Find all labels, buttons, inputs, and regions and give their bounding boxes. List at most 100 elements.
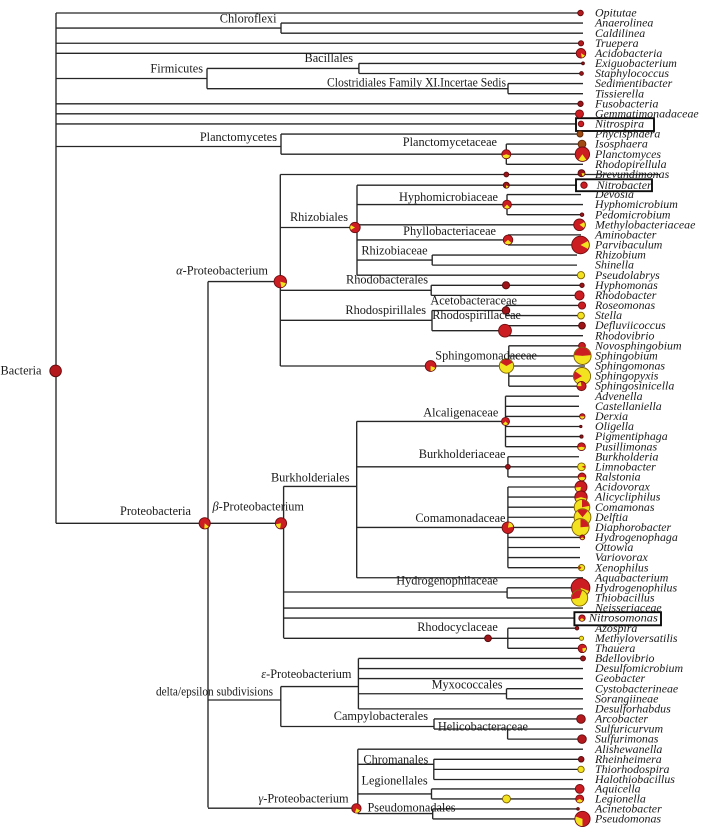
svg-text:Isosphaera: Isosphaera (594, 137, 648, 151)
svg-text:Rhodospirillaceae: Rhodospirillaceae (432, 308, 521, 322)
svg-text:Comamonadaceae: Comamonadaceae (415, 511, 506, 525)
svg-text:Neisseriaceae: Neisseriaceae (594, 601, 662, 615)
svg-text:Acidovorax: Acidovorax (594, 480, 651, 494)
svg-text:Stella: Stella (595, 308, 622, 322)
svg-text:Helicobacteraceae: Helicobacteraceae (438, 720, 529, 734)
svg-text:Hydrogenophaga: Hydrogenophaga (594, 530, 678, 544)
svg-text:γ-Proteobacterium: γ-Proteobacterium (258, 792, 349, 806)
svg-text:Shinella: Shinella (595, 258, 634, 272)
svg-text:Acetobacteraceae: Acetobacteraceae (430, 294, 517, 308)
svg-text:Diaphorobacter: Diaphorobacter (594, 520, 672, 534)
svg-text:Proteobacteria: Proteobacteria (120, 504, 192, 518)
svg-text:Pseudomonadales: Pseudomonadales (367, 800, 455, 814)
svg-text:Opitutae: Opitutae (595, 6, 637, 20)
svg-text:Methyloversatilis: Methyloversatilis (594, 631, 678, 645)
svg-text:Novosphingobium: Novosphingobium (594, 338, 682, 352)
svg-text:Hydrogenophilaceae: Hydrogenophilaceae (396, 574, 498, 588)
svg-text:Bdellovibrio: Bdellovibrio (595, 651, 654, 665)
svg-text:Sorangiineae: Sorangiineae (595, 691, 659, 705)
svg-text:Defluviicoccus: Defluviicoccus (594, 318, 666, 332)
svg-text:Ottowia: Ottowia (595, 540, 633, 554)
svg-text:Hyphomicrobiaceae: Hyphomicrobiaceae (399, 190, 499, 204)
svg-text:Rhodovibrio: Rhodovibrio (594, 328, 655, 342)
svg-text:Pseudolabrys: Pseudolabrys (594, 268, 660, 282)
svg-text:Gemmatimonadaceae: Gemmatimonadaceae (595, 107, 699, 121)
svg-text:Sphingopyxis: Sphingopyxis (595, 369, 659, 383)
svg-text:ε-Proteobacterium: ε-Proteobacterium (261, 667, 352, 681)
svg-text:Sphingomonadaceae: Sphingomonadaceae (435, 349, 537, 363)
svg-text:Exiguobacterium: Exiguobacterium (594, 56, 677, 70)
svg-text:Halothiobacillus: Halothiobacillus (594, 772, 675, 786)
svg-text:Burkholderiales: Burkholderiales (271, 471, 350, 485)
svg-text:Bacillales: Bacillales (305, 51, 354, 65)
svg-text:Devosia: Devosia (594, 187, 634, 201)
svg-text:Roseomonas: Roseomonas (594, 298, 655, 312)
svg-text:Advenella: Advenella (594, 389, 643, 403)
svg-text:delta/epsilon subdivisions: delta/epsilon subdivisions (156, 685, 273, 699)
svg-text:Aminobacter: Aminobacter (594, 228, 657, 242)
svg-text:Sulfurimonas: Sulfurimonas (595, 732, 659, 746)
svg-text:Sphingomonas: Sphingomonas (595, 359, 665, 373)
svg-text:Variovorax: Variovorax (595, 550, 649, 564)
svg-text:Rheinheimera: Rheinheimera (594, 752, 662, 766)
svg-text:Hyphomonas: Hyphomonas (594, 278, 658, 292)
svg-text:Myxococcales: Myxococcales (432, 678, 503, 692)
svg-text:Methylobacteriaceae: Methylobacteriaceae (594, 217, 696, 231)
svg-text:Sulfuricurvum: Sulfuricurvum (595, 722, 663, 736)
svg-text:Comamonas: Comamonas (595, 500, 655, 514)
svg-text:Hydrogenophilus: Hydrogenophilus (594, 580, 677, 594)
svg-text:Alishewanella: Alishewanella (594, 742, 662, 756)
svg-text:Legionella: Legionella (594, 792, 646, 806)
svg-text:Truepera: Truepera (595, 36, 639, 50)
svg-text:Chromanales: Chromanales (363, 752, 428, 766)
svg-text:Acinetobacter: Acinetobacter (594, 802, 662, 816)
svg-text:Firmicutes: Firmicutes (150, 62, 203, 76)
svg-text:Geobacter: Geobacter (595, 671, 646, 685)
svg-text:Derxia: Derxia (594, 409, 628, 423)
svg-text:Parvibaculum: Parvibaculum (594, 238, 663, 252)
svg-text:Phycisphaera: Phycisphaera (594, 127, 660, 141)
svg-text:Castellaniella: Castellaniella (595, 399, 662, 413)
svg-text:Oligella: Oligella (595, 419, 634, 433)
svg-text:Tissierella: Tissierella (595, 86, 644, 100)
svg-text:Nitrobacter: Nitrobacter (596, 178, 652, 192)
svg-text:Thiobacillus: Thiobacillus (595, 591, 655, 605)
svg-text:Sphingobium: Sphingobium (595, 349, 658, 363)
svg-text:Bacteria: Bacteria (1, 363, 43, 377)
svg-text:Rhodobacter: Rhodobacter (594, 288, 657, 302)
svg-text:Thauera: Thauera (595, 641, 635, 655)
svg-text:Campylobacterales: Campylobacterales (334, 709, 428, 723)
svg-text:Aquicella: Aquicella (594, 782, 641, 796)
svg-text:Nitrospira: Nitrospira (594, 117, 644, 131)
svg-text:Caldilinea: Caldilinea (595, 26, 645, 40)
svg-text:Arcobacter: Arcobacter (594, 712, 648, 726)
svg-text:Burkholderia: Burkholderia (595, 449, 658, 463)
svg-text:Alcaligenaceae: Alcaligenaceae (423, 405, 499, 419)
svg-text:Rhodospirillales: Rhodospirillales (345, 303, 426, 317)
svg-text:Sedimentibacter: Sedimentibacter (595, 76, 673, 90)
svg-text:Desulfomicrobium: Desulfomicrobium (594, 661, 683, 675)
svg-text:Limnobacter: Limnobacter (594, 459, 656, 473)
svg-text:Planctomycetaceae: Planctomycetaceae (403, 135, 498, 149)
svg-text:β-Proteobacterium: β-Proteobacterium (212, 500, 305, 514)
svg-text:Aquabacterium: Aquabacterium (594, 570, 669, 584)
svg-text:Brevundimonas: Brevundimonas (595, 167, 670, 181)
svg-text:Pigmentiphaga: Pigmentiphaga (594, 429, 668, 443)
svg-text:Alicycliphilus: Alicycliphilus (594, 490, 661, 504)
svg-text:Rhizobiaceae: Rhizobiaceae (361, 244, 428, 258)
svg-text:Azospira: Azospira (594, 621, 637, 635)
svg-text:Burkholderiaceae: Burkholderiaceae (419, 447, 506, 461)
svg-text:Staphylococcus: Staphylococcus (595, 66, 669, 80)
svg-text:Delftia: Delftia (594, 510, 628, 524)
svg-text:Acidobacteria: Acidobacteria (594, 46, 662, 60)
svg-text:Rhizobium: Rhizobium (594, 248, 646, 262)
svg-text:Chloroflexi: Chloroflexi (220, 12, 277, 26)
svg-text:Xenophilus: Xenophilus (594, 560, 649, 574)
svg-text:Sphingosinicella: Sphingosinicella (595, 379, 674, 393)
svg-text:α-Proteobacterium: α-Proteobacterium (176, 264, 268, 278)
svg-text:Hyphomicrobium: Hyphomicrobium (594, 197, 678, 211)
svg-text:Planctomyces: Planctomyces (594, 147, 661, 161)
svg-text:Pedomicrobium: Pedomicrobium (594, 207, 671, 221)
svg-text:Ralstonia: Ralstonia (594, 470, 641, 484)
svg-text:Phyllobacteriaceae: Phyllobacteriaceae (403, 224, 496, 238)
